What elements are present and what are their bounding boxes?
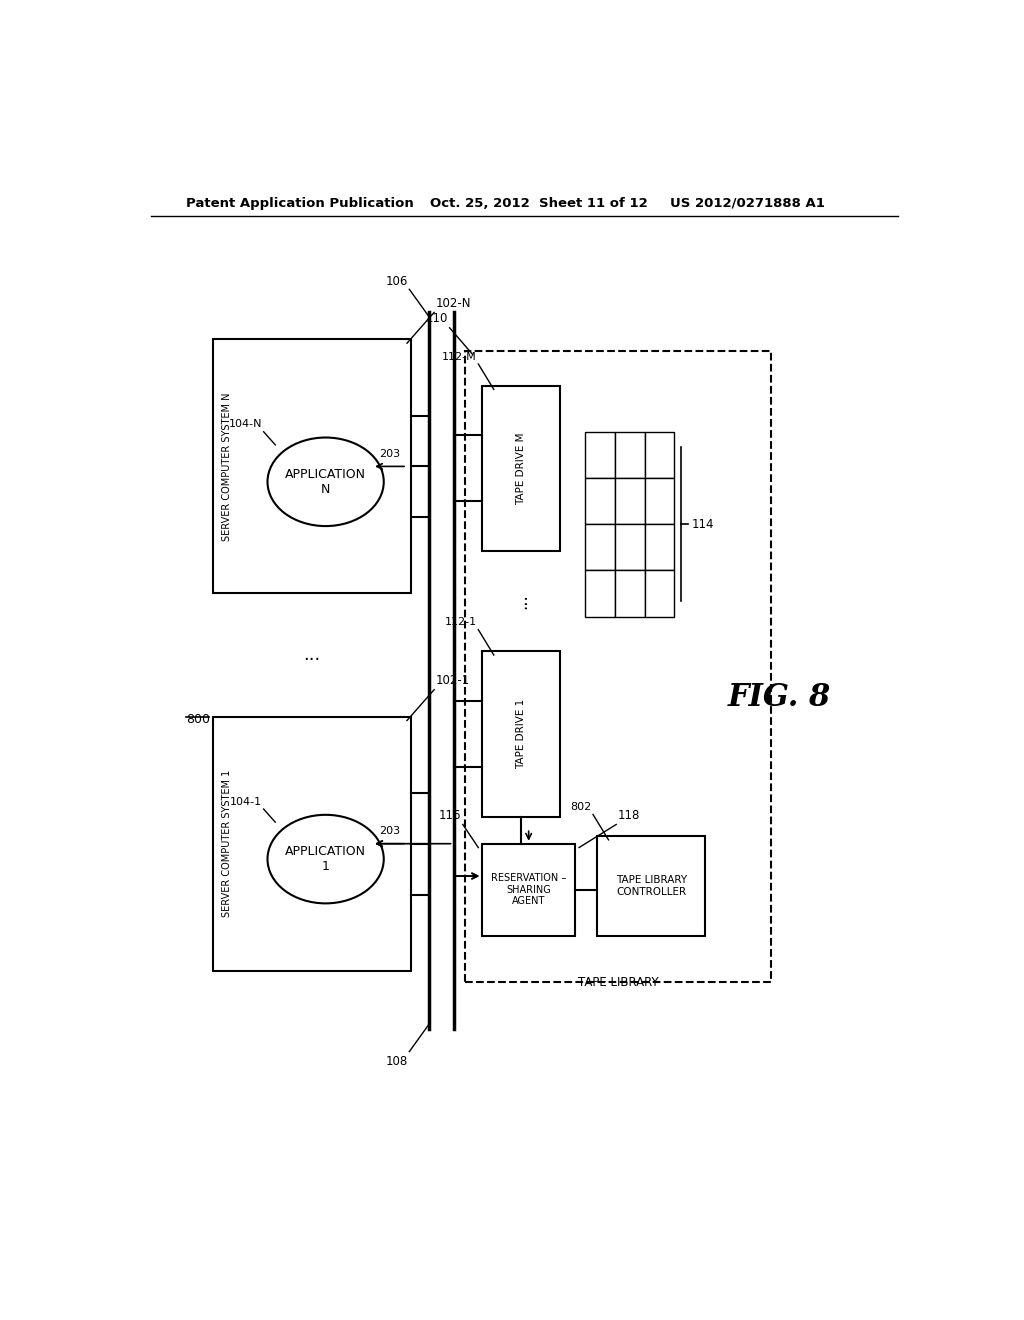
Text: 118: 118 xyxy=(617,809,640,822)
Text: SERVER COMPUTER SYSTEM 1: SERVER COMPUTER SYSTEM 1 xyxy=(222,770,232,917)
Bar xyxy=(586,432,615,478)
Text: FIG. 8: FIG. 8 xyxy=(727,682,830,713)
Text: 203: 203 xyxy=(379,449,400,459)
Text: TAPE LIBRARY: TAPE LIBRARY xyxy=(578,977,658,989)
Text: TAPE LIBRARY
CONTROLLER: TAPE LIBRARY CONTROLLER xyxy=(615,875,687,896)
Text: 802: 802 xyxy=(570,803,592,812)
Text: 112-M: 112-M xyxy=(442,351,477,362)
Bar xyxy=(597,836,706,936)
Bar xyxy=(645,432,675,478)
Text: ...: ... xyxy=(303,645,321,664)
Bar xyxy=(213,339,411,594)
Bar xyxy=(213,717,411,970)
Text: 800: 800 xyxy=(186,713,210,726)
Text: US 2012/0271888 A1: US 2012/0271888 A1 xyxy=(671,197,825,210)
Text: ...: ... xyxy=(512,593,530,609)
Text: 102-N: 102-N xyxy=(435,297,471,310)
Text: 110: 110 xyxy=(426,313,449,326)
Text: APPLICATION
1: APPLICATION 1 xyxy=(285,845,367,873)
Bar xyxy=(615,570,645,616)
Bar xyxy=(465,351,771,982)
Text: 116: 116 xyxy=(438,809,461,822)
Bar xyxy=(482,843,575,936)
Text: 114: 114 xyxy=(691,517,714,531)
Bar xyxy=(615,524,645,570)
Bar xyxy=(645,524,675,570)
Text: 104-N: 104-N xyxy=(228,420,262,429)
Bar xyxy=(615,432,645,478)
Bar xyxy=(645,478,675,524)
Text: 106: 106 xyxy=(385,275,408,288)
Text: TAPE DRIVE 1: TAPE DRIVE 1 xyxy=(516,698,526,770)
Text: 203: 203 xyxy=(379,826,400,836)
Text: 104-1: 104-1 xyxy=(230,797,262,807)
Bar xyxy=(586,570,615,616)
Bar xyxy=(615,478,645,524)
Text: 108: 108 xyxy=(385,1056,408,1068)
Text: SERVER COMPUTER SYSTEM N: SERVER COMPUTER SYSTEM N xyxy=(222,392,232,541)
Text: 102-1: 102-1 xyxy=(435,675,470,688)
Text: RESERVATION –
SHARING
AGENT: RESERVATION – SHARING AGENT xyxy=(492,874,566,907)
Ellipse shape xyxy=(267,437,384,527)
Text: TAPE DRIVE M: TAPE DRIVE M xyxy=(516,432,526,504)
Bar xyxy=(586,524,615,570)
Text: 112-1: 112-1 xyxy=(444,618,477,627)
Ellipse shape xyxy=(267,814,384,903)
Bar xyxy=(586,478,615,524)
Text: APPLICATION
N: APPLICATION N xyxy=(285,467,367,496)
Text: Oct. 25, 2012  Sheet 11 of 12: Oct. 25, 2012 Sheet 11 of 12 xyxy=(430,197,648,210)
Bar xyxy=(482,385,560,552)
Bar xyxy=(482,651,560,817)
Bar xyxy=(645,570,675,616)
Text: Patent Application Publication: Patent Application Publication xyxy=(186,197,414,210)
